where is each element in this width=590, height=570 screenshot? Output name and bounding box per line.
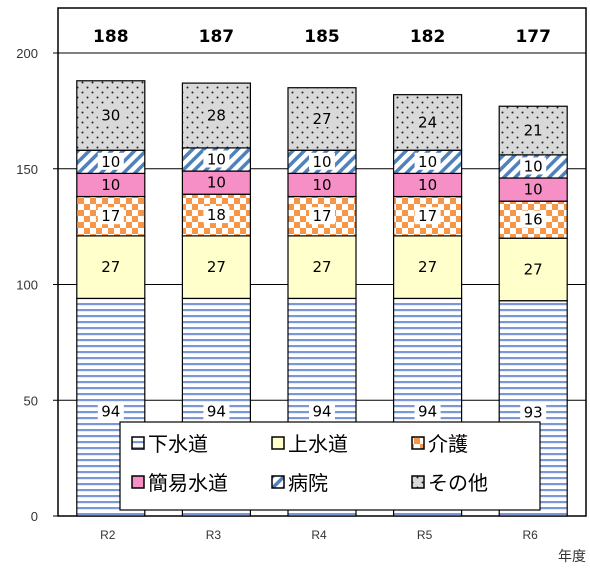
data-label-R2-その他: 30 xyxy=(101,107,120,125)
data-label-R6-下水道: 93 xyxy=(524,404,543,422)
total-label-R3: 187 xyxy=(199,27,235,47)
data-label-R2-介護: 17 xyxy=(101,207,120,225)
data-label-R5-病院: 10 xyxy=(418,153,437,171)
bar-segment-R2-上水道 xyxy=(76,235,146,299)
data-label-R3-上水道: 27 xyxy=(207,258,226,276)
legend-swatch-上水道 xyxy=(271,436,285,450)
x-tick-label-R2: R2 xyxy=(100,528,116,542)
y-tick-label-200: 200 xyxy=(16,46,38,61)
x-tick-label-R6: R6 xyxy=(523,528,539,542)
data-label-bg-R2-下水道 xyxy=(97,402,124,420)
y-tick-label-50: 50 xyxy=(24,393,38,408)
data-label-bg-R6-その他 xyxy=(520,121,547,139)
data-label-bg-R5-下水道 xyxy=(414,402,441,420)
data-label-bg-R4-介護 xyxy=(309,207,335,225)
data-label-R3-下水道: 94 xyxy=(207,403,226,421)
data-label-R2-病院: 10 xyxy=(101,153,120,171)
x-tick-label-R4: R4 xyxy=(311,528,327,542)
data-label-bg-R2-介護 xyxy=(97,207,124,225)
total-label-R4: 185 xyxy=(304,27,340,47)
data-label-R3-病院: 10 xyxy=(207,150,226,168)
data-label-bg-R5-病院 xyxy=(414,152,441,170)
data-label-R4-病院: 10 xyxy=(312,153,331,171)
total-label-R6: 177 xyxy=(515,27,551,47)
bar-segment-R4-上水道 xyxy=(287,235,357,299)
legend-label-介護: 介護 xyxy=(428,432,468,456)
legend-label-その他: その他 xyxy=(428,471,488,495)
y-tick-label-0: 0 xyxy=(31,509,38,524)
data-label-R5-簡易水道: 10 xyxy=(418,176,437,194)
data-labels: 94 27 17 10 10 30 188 94 27 18 10 10 28 187 94 27 17 10 10… xyxy=(93,27,551,422)
legend-label-簡易水道: 簡易水道 xyxy=(148,471,228,495)
data-label-bg-R3-下水道 xyxy=(203,402,230,420)
total-label-R2: 188 xyxy=(93,27,129,47)
total-label-R5: 182 xyxy=(410,27,446,47)
bar-segment-R6-上水道 xyxy=(498,237,568,302)
data-label-bg-R5-介護 xyxy=(414,207,441,225)
data-label-bg-R4-下水道 xyxy=(309,402,335,420)
data-label-R4-上水道: 27 xyxy=(312,258,331,276)
data-label-R5-下水道: 94 xyxy=(418,403,437,421)
data-label-bg-R3-その他 xyxy=(203,106,230,124)
legend-label-下水道: 下水道 xyxy=(148,432,208,456)
legend-label-上水道: 上水道 xyxy=(288,432,348,456)
data-label-R3-簡易水道: 10 xyxy=(207,174,226,192)
data-label-R6-簡易水道: 10 xyxy=(524,181,543,199)
data-label-bg-R6-介護 xyxy=(520,210,547,228)
data-label-R4-下水道: 94 xyxy=(312,403,331,421)
legend-swatch-下水道 xyxy=(131,436,145,450)
data-label-R2-上水道: 27 xyxy=(101,258,120,276)
x-tick-label-R3: R3 xyxy=(206,528,222,542)
data-label-R4-その他: 27 xyxy=(312,110,331,128)
data-label-R6-その他: 21 xyxy=(524,122,543,140)
data-label-R4-簡易水道: 10 xyxy=(312,176,331,194)
legend-swatch-介護 xyxy=(411,436,425,450)
data-label-R3-介護: 18 xyxy=(207,206,226,224)
bar-segment-R3-上水道 xyxy=(181,235,251,299)
bar-segment-R5-上水道 xyxy=(393,235,463,299)
y-tick-label-150: 150 xyxy=(16,162,38,177)
data-label-R6-介護: 16 xyxy=(524,211,543,229)
legend-swatch-その他 xyxy=(411,475,425,489)
legend-swatch-簡易水道 xyxy=(131,475,145,489)
data-label-bg-R3-病院 xyxy=(203,150,230,168)
data-label-R3-その他: 28 xyxy=(207,107,226,125)
data-label-R5-介護: 17 xyxy=(418,207,437,225)
data-label-bg-R6-病院 xyxy=(520,157,547,175)
y-tick-label-100: 100 xyxy=(16,278,38,293)
data-label-bg-R5-その他 xyxy=(414,113,441,131)
data-label-R2-下水道: 94 xyxy=(101,403,120,421)
data-label-R4-介護: 17 xyxy=(312,207,331,225)
data-label-bg-R4-病院 xyxy=(309,152,335,170)
data-label-R2-簡易水道: 10 xyxy=(101,176,120,194)
data-label-bg-R4-その他 xyxy=(309,109,335,127)
legend-box xyxy=(119,421,541,511)
x-axis-unit-label: 年度 xyxy=(558,549,586,565)
x-tick-label-R5: R5 xyxy=(417,528,433,542)
data-label-R6-上水道: 27 xyxy=(524,260,543,278)
data-label-R5-その他: 24 xyxy=(418,113,437,131)
data-label-bg-R2-その他 xyxy=(97,106,124,124)
data-label-bg-R6-下水道 xyxy=(520,403,547,421)
data-label-bg-R3-介護 xyxy=(203,206,230,224)
data-label-R5-上水道: 27 xyxy=(418,258,437,276)
legend-label-病院: 病院 xyxy=(288,471,328,495)
legend-swatch-病院 xyxy=(271,475,285,489)
data-label-bg-R2-病院 xyxy=(97,152,124,170)
data-label-R6-病院: 10 xyxy=(524,157,543,175)
